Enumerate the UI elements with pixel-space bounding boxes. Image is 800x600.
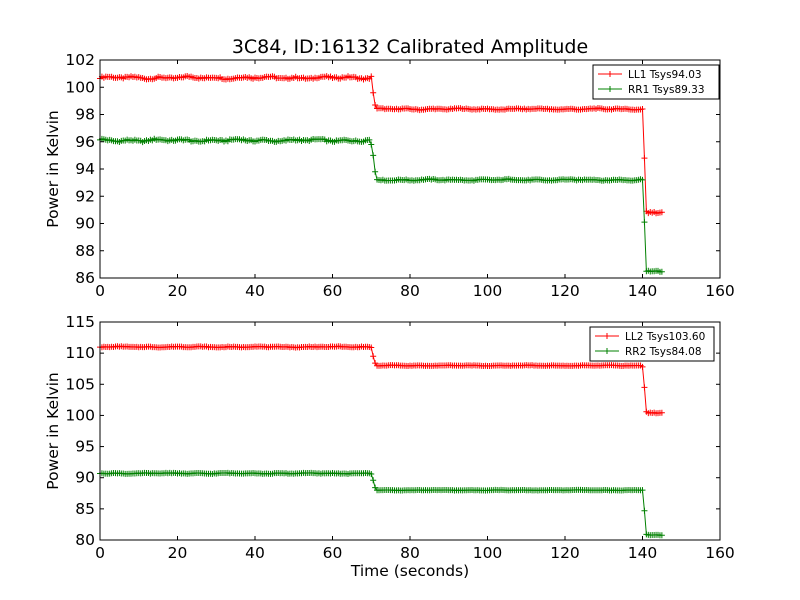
series-markers	[97, 343, 665, 417]
x-tick-label: 60	[323, 282, 343, 300]
y-tick-label: 80	[75, 531, 95, 549]
y-tick-label: 94	[75, 160, 95, 178]
x-tick-label: 80	[400, 282, 420, 300]
x-tick-label: 40	[245, 544, 265, 562]
bottom-panel: 0 20 40 60 80 100 120 140 160 80 85 90 95 100 105 110 11…	[44, 313, 735, 562]
y-tick-label: 95	[75, 438, 95, 456]
x-tick-label: 20	[168, 544, 188, 562]
chart-title: 3C84, ID:16132 Calibrated Amplitude	[232, 36, 588, 58]
x-tick-label: 80	[400, 544, 420, 562]
y-tick-label: 102	[65, 51, 95, 69]
legend-marker	[604, 333, 610, 339]
series-line	[99, 472, 662, 536]
legend-label: RR1 Tsys89.33	[628, 84, 705, 96]
x-tick-label: 140	[628, 544, 658, 562]
series-line	[99, 345, 662, 414]
legend-marker	[607, 71, 613, 77]
x-tick-label: 160	[705, 544, 735, 562]
legend-label: RR2 Tsys84.08	[625, 346, 702, 358]
legend-box	[589, 326, 715, 362]
y-tick-label: 100	[65, 406, 95, 424]
x-tick-label: 100	[473, 282, 503, 300]
x-tick-label: 120	[550, 282, 580, 300]
y-tick-label: 90	[75, 469, 95, 487]
legend-marker	[604, 348, 610, 354]
y-tick-label: 92	[75, 187, 95, 205]
y-tick-label: 90	[75, 215, 95, 233]
top-panel: 0 20 40 60 80 100 120 140 160 86 88 90 92 94 96 98 100 10…	[44, 51, 735, 300]
x-tick-label: 120	[550, 544, 580, 562]
y-tick-label: 98	[75, 106, 95, 124]
x-tick-label: 40	[245, 282, 265, 300]
x-tick-label: 20	[168, 282, 188, 300]
x-tick-label: 140	[628, 282, 658, 300]
legend-marker	[607, 86, 613, 92]
series-line	[99, 75, 662, 214]
legend-label: LL1 Tsys94.03	[628, 69, 702, 81]
series-markers	[97, 73, 665, 217]
legend-box	[592, 64, 720, 100]
y-axis-label: Power in Kelvin	[44, 372, 62, 489]
y-tick-label: 110	[65, 344, 95, 362]
y-tick-label: 88	[75, 242, 95, 260]
legend-label: LL2 Tsys103.60	[625, 331, 705, 343]
x-tick-label: 100	[473, 544, 503, 562]
x-tick-label: 0	[95, 544, 105, 562]
y-tick-label: 105	[65, 375, 95, 393]
series-markers	[97, 469, 665, 539]
x-tick-label: 160	[705, 282, 735, 300]
series-markers	[97, 135, 665, 275]
y-tick-label: 86	[75, 269, 95, 287]
y-tick-label: 85	[75, 500, 95, 518]
x-tick-label: 60	[323, 544, 343, 562]
y-tick-label: 115	[65, 313, 95, 331]
y-tick-label: 100	[65, 78, 95, 96]
y-axis-label: Power in Kelvin	[44, 110, 62, 227]
series-line	[99, 138, 662, 273]
x-axis-label: Time (seconds)	[350, 562, 469, 580]
x-tick-label: 0	[95, 282, 105, 300]
y-tick-label: 96	[75, 133, 95, 151]
